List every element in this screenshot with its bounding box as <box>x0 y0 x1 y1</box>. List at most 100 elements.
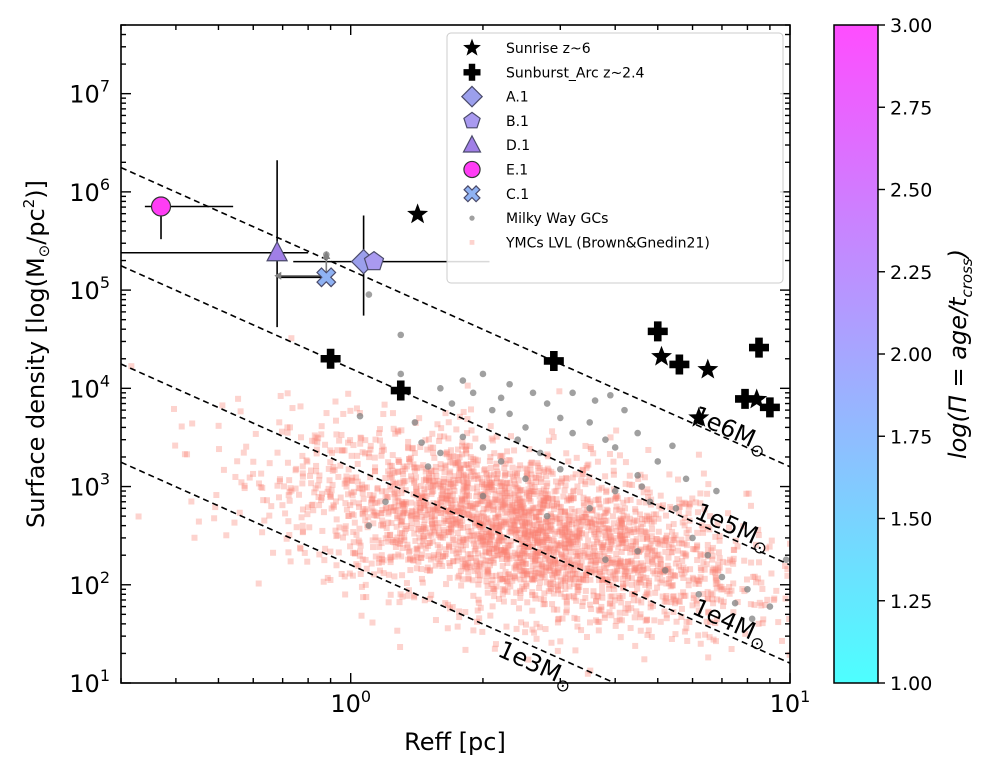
ymc-point <box>532 592 539 599</box>
ymc-point <box>385 519 392 526</box>
ymc-point <box>538 499 545 506</box>
ymc-point <box>596 566 603 573</box>
ymc-point <box>755 575 762 582</box>
ymc-point <box>413 474 420 481</box>
ymc-point <box>587 500 594 507</box>
ymc-point <box>426 470 433 477</box>
ymc-point <box>467 500 474 507</box>
ymc-point <box>414 488 421 495</box>
ymc-point <box>632 538 639 545</box>
ymc-point <box>764 596 771 603</box>
ymc-point <box>363 484 370 491</box>
ymc-point <box>297 403 304 410</box>
ymc-point <box>625 573 632 580</box>
ymc-point <box>388 553 395 560</box>
ymc-point <box>453 508 460 515</box>
ymc-point <box>664 562 671 569</box>
ymc-point <box>284 459 291 466</box>
ymc-point <box>616 562 623 569</box>
ymc-point <box>460 536 467 543</box>
ymc-point <box>472 545 479 552</box>
ymc-point <box>544 491 551 498</box>
ymc-point <box>786 651 790 658</box>
ymc-point <box>536 584 543 591</box>
ymc-point <box>403 522 410 529</box>
ymc-point <box>599 583 606 590</box>
ymc-point <box>342 500 349 507</box>
ymc-point <box>704 588 711 595</box>
ymc-point <box>522 529 529 536</box>
gc-point <box>529 389 537 397</box>
ymc-point <box>574 588 581 595</box>
ymc-point <box>620 499 627 506</box>
ymc-point <box>500 519 507 526</box>
ymc-point <box>602 532 609 539</box>
ymc-point <box>494 539 501 546</box>
gc-point <box>602 556 609 564</box>
ymc-point <box>238 479 245 486</box>
ymc-point <box>616 616 623 623</box>
ymc-point <box>318 494 325 501</box>
ymc-point <box>211 515 218 522</box>
ymc-point <box>430 444 437 451</box>
ymc-point <box>461 461 468 468</box>
ymc-point <box>470 592 477 599</box>
ymc-point <box>369 496 376 503</box>
ymc-point <box>596 577 603 584</box>
ymc-point <box>459 576 466 583</box>
ymc-point <box>413 511 420 518</box>
ymc-point <box>503 518 510 525</box>
ymc-point <box>604 561 611 568</box>
ymc-point <box>536 488 543 495</box>
ymc-point <box>325 465 332 472</box>
ymc-point <box>535 530 542 537</box>
ymc-point <box>601 553 608 560</box>
ymc-point <box>645 494 652 501</box>
ymc-point <box>442 462 449 469</box>
ymc-point <box>502 460 509 467</box>
ymc-point <box>585 537 592 544</box>
ymc-point <box>553 540 560 547</box>
e-1-point <box>150 196 172 217</box>
ymc-point <box>255 580 262 587</box>
ymc-point <box>528 531 535 538</box>
ymc-point <box>675 540 682 547</box>
ymc-point <box>578 519 585 526</box>
ymc-point <box>379 506 386 513</box>
ymc-point <box>385 571 392 578</box>
ymc-point <box>556 503 563 510</box>
ymc-point <box>428 514 435 521</box>
ymc-point <box>527 480 534 487</box>
ymc-point <box>590 506 597 513</box>
ymc-point <box>358 583 365 590</box>
ymc-point <box>392 493 399 500</box>
ymc-point <box>408 499 415 506</box>
ymc-point <box>541 497 548 504</box>
ymc-point <box>634 560 641 567</box>
legend-marker-b-1 <box>463 111 481 129</box>
ymc-point <box>565 517 572 524</box>
ymc-point <box>569 488 576 495</box>
ymc-point <box>476 520 483 527</box>
ymc-point <box>576 563 583 570</box>
ymc-point <box>532 529 539 536</box>
ymc-point <box>240 449 247 456</box>
ymc-point <box>437 510 444 517</box>
ymc-point <box>506 574 513 581</box>
ymc-point <box>593 538 600 545</box>
ymc-point <box>434 500 441 507</box>
ymc-point <box>730 609 737 616</box>
ymc-point <box>416 499 423 506</box>
ymc-point <box>477 498 484 505</box>
ymc-point <box>450 483 457 490</box>
ymc-point <box>768 570 775 577</box>
ymc-point <box>379 517 386 524</box>
ymc-point <box>681 569 688 576</box>
ymc-point <box>548 468 555 475</box>
ymc-point <box>522 520 529 527</box>
ymc-point <box>540 563 547 570</box>
ymc-point <box>462 502 469 509</box>
ymc-point <box>507 510 514 517</box>
ymc-point <box>393 523 400 530</box>
ymc-point <box>728 587 735 594</box>
